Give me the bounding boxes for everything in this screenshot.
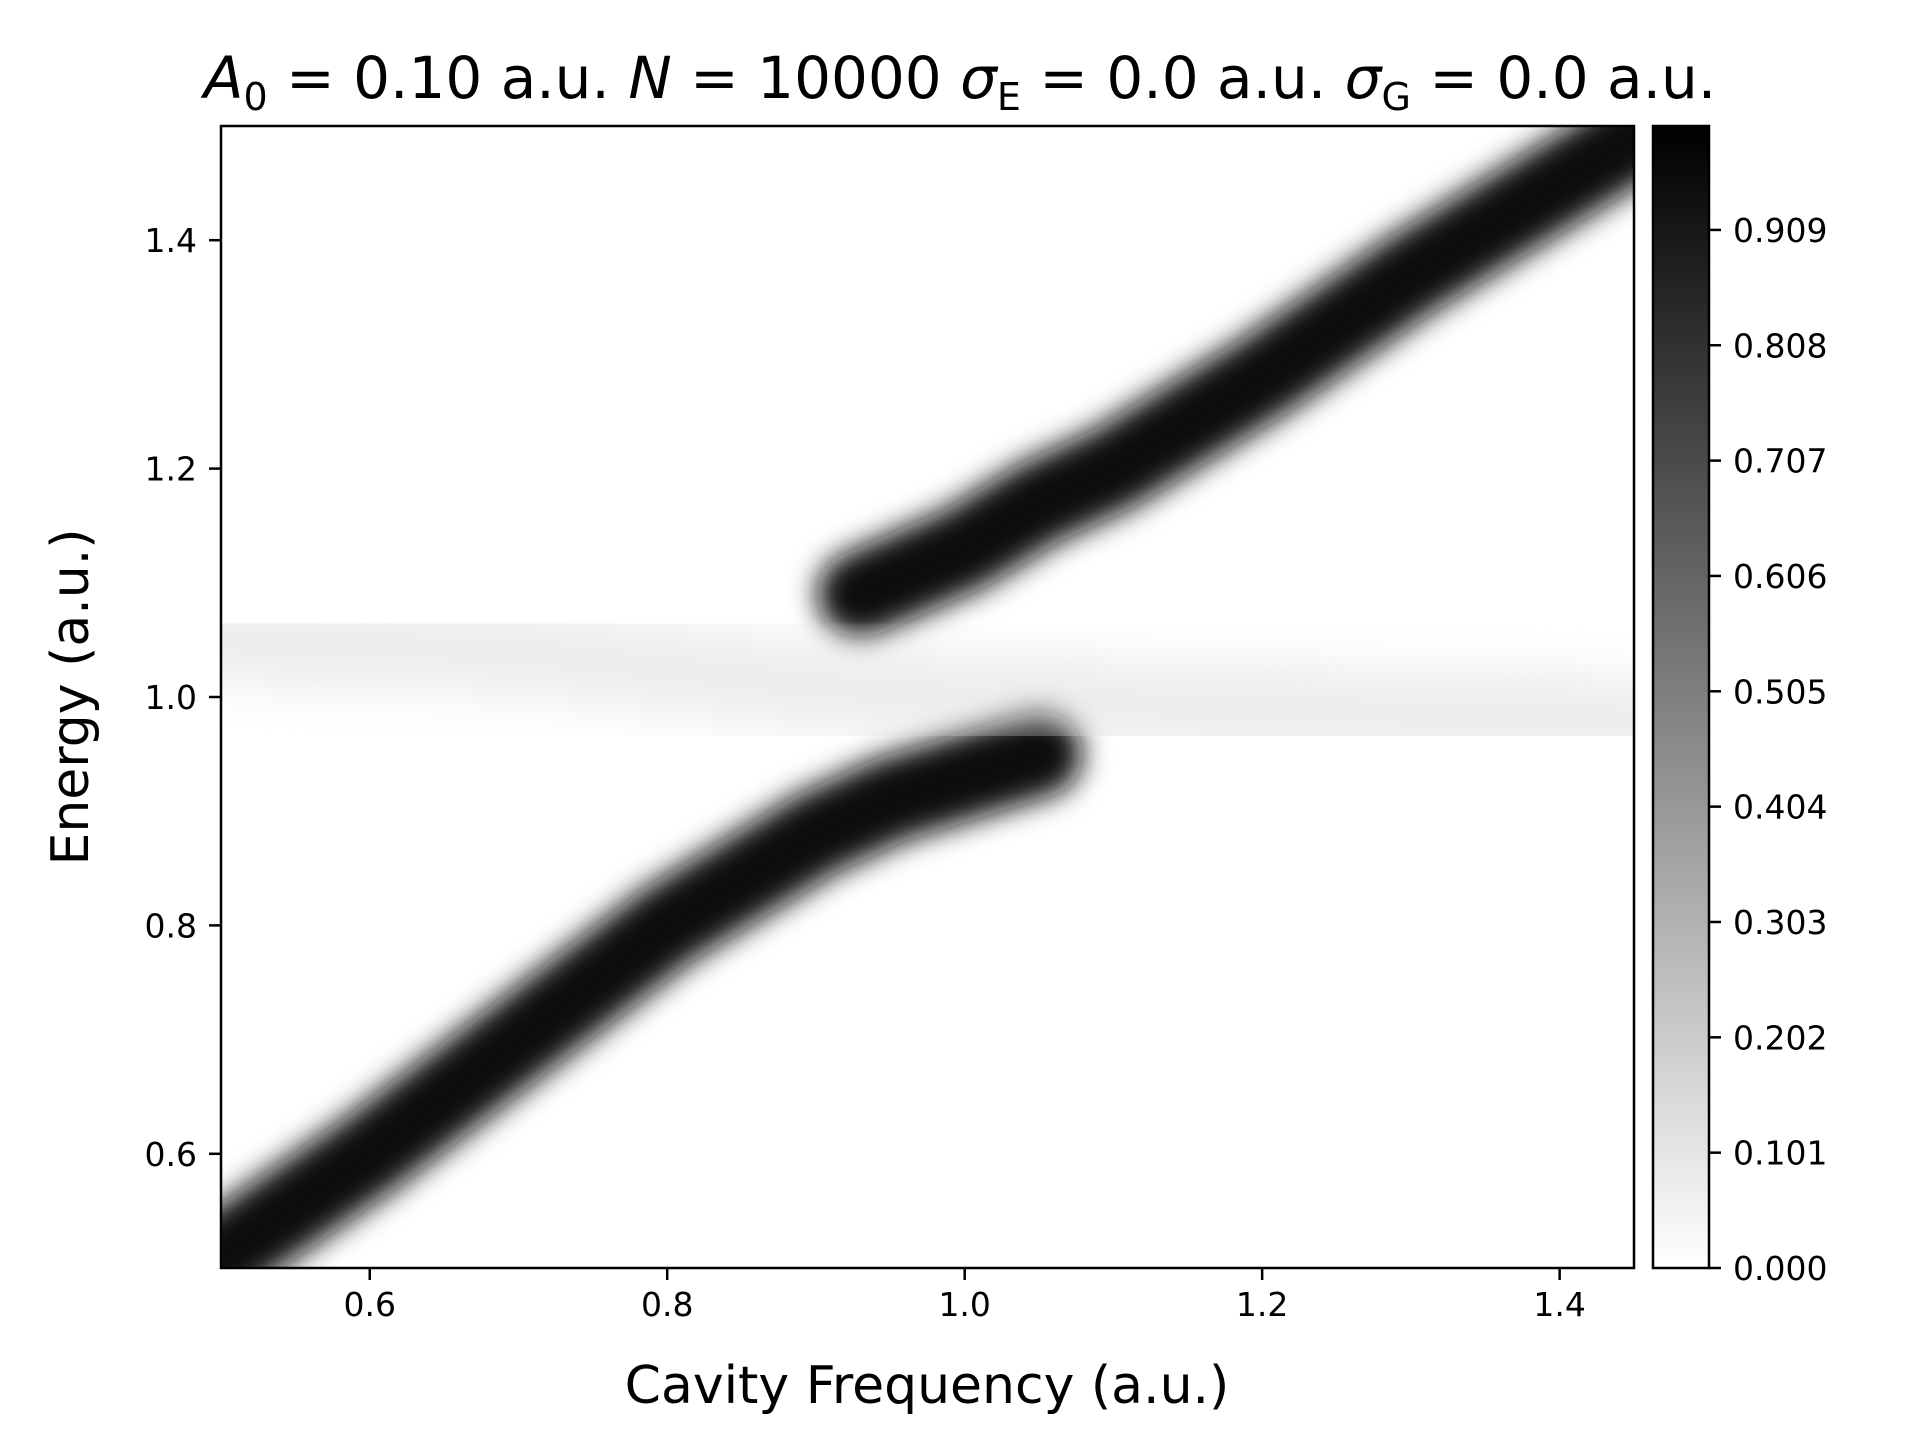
- y-tick-label: 0.6: [145, 1135, 197, 1174]
- title-part: = 10000: [672, 44, 960, 112]
- y-axis-label: Energy (a.u.): [41, 528, 101, 865]
- colorbar-tick-label: 0.000: [1733, 1249, 1827, 1288]
- y-axis: 0.6 0.8 1.0 1.2 1.4: [145, 221, 221, 1174]
- colorbar-tick-label: 0.707: [1733, 442, 1827, 481]
- x-tick-label: 1.4: [1533, 1285, 1585, 1324]
- title-part: = 0.0 a.u.: [1021, 44, 1345, 112]
- title-part: = 0.0 a.u.: [1411, 44, 1716, 112]
- title-part: 0: [243, 75, 267, 119]
- colorbar-gradient: [1653, 126, 1709, 1268]
- heatmap-band: [221, 711, 1083, 1268]
- heatmap-intensity: [221, 126, 1634, 1268]
- colorbar-tick-label: 0.303: [1733, 903, 1827, 942]
- colorbar-tick-label: 0.404: [1733, 788, 1827, 827]
- colorbar-tick-label: 0.101: [1733, 1134, 1827, 1173]
- heatmap-band: [817, 126, 1634, 638]
- colorbar-tick-label: 0.202: [1733, 1018, 1827, 1057]
- colorbar-tick-label: 0.909: [1733, 211, 1827, 250]
- colorbar-tick-label: 0.606: [1733, 557, 1827, 596]
- title-part: N: [628, 44, 671, 112]
- colorbar-tick-label: 0.808: [1733, 326, 1827, 365]
- y-tick-label: 0.8: [145, 906, 197, 945]
- plot-area: [219, 124, 1636, 1270]
- x-tick-label: 1.2: [1236, 1285, 1288, 1324]
- x-axis: 0.6 0.8 1.0 1.2 1.4: [343, 1268, 1586, 1324]
- title-part: E: [997, 75, 1021, 119]
- title-part: = 0.10 a.u.: [268, 44, 629, 112]
- colorbar-tick-label: 0.505: [1733, 672, 1827, 711]
- colorbar-ticks: 0.000 0.101 0.202 0.303 0.404 0.505 0.606 0.707…: [1709, 211, 1827, 1288]
- title-part: σ: [1345, 44, 1384, 112]
- colorbar: 0.000 0.101 0.202 0.303 0.404 0.505 0.606 0.707…: [1651, 124, 1827, 1288]
- x-axis-label: Cavity Frequency (a.u.): [625, 1356, 1230, 1416]
- y-tick-label: 1.4: [145, 221, 197, 260]
- heatmap-band: [221, 594, 1634, 765]
- chart-title: A0 = 0.10 a.u. N = 10000 σE = 0.0 a.u. σ…: [200, 44, 1716, 119]
- x-tick-label: 0.8: [641, 1285, 693, 1324]
- title-part: A: [200, 44, 244, 112]
- y-tick-label: 1.0: [145, 678, 197, 717]
- title-part: G: [1381, 75, 1410, 119]
- colorbar-frame: [1651, 124, 1711, 1270]
- title-part: σ: [960, 44, 999, 112]
- y-tick-label: 1.2: [145, 450, 197, 489]
- x-tick-label: 1.0: [938, 1285, 990, 1324]
- x-tick-label: 0.6: [343, 1285, 395, 1324]
